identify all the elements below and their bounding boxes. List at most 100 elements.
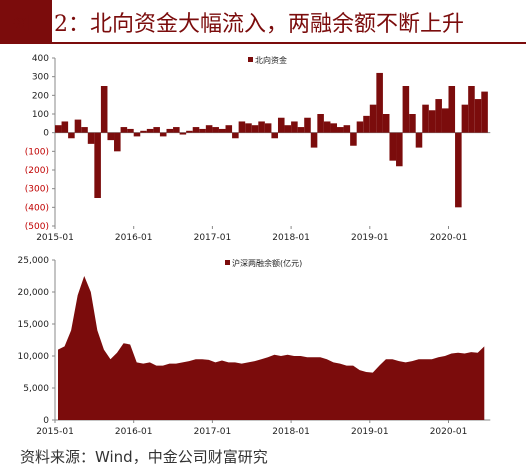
bar [74, 119, 82, 133]
bar [382, 114, 390, 133]
bar [205, 125, 213, 133]
y-tick-label: (200) [25, 166, 49, 176]
bar [317, 114, 324, 133]
header: 图 2：北向资金大幅流入，两融余额不断上升 [0, 0, 526, 44]
bar [140, 130, 147, 133]
bar [225, 125, 233, 133]
bar [232, 132, 239, 139]
header-tag [0, 0, 52, 42]
bar [68, 132, 75, 139]
bar [264, 123, 272, 133]
x-tick-label: 2017-01 [194, 427, 232, 437]
legend-label: 沪深两融余额(亿元) [232, 258, 302, 268]
y-tick-label: 400 [32, 54, 49, 64]
bar [107, 132, 115, 141]
bar [277, 117, 285, 133]
bar [133, 132, 141, 137]
bar [146, 128, 154, 133]
y-tick-label: 100 [32, 110, 49, 120]
x-tick-label: 2018-01 [272, 233, 310, 243]
bar [461, 104, 469, 133]
x-tick-label: 2019-01 [351, 427, 389, 437]
bar [356, 121, 364, 133]
legend-swatch [225, 260, 230, 265]
bar [55, 125, 62, 133]
bar [199, 128, 206, 133]
bar [120, 127, 128, 133]
bar [61, 121, 69, 133]
bar [402, 86, 410, 133]
bar [376, 72, 383, 133]
y-tick-label: 300 [32, 73, 49, 83]
bar [337, 127, 344, 133]
bar [186, 130, 193, 133]
y-tick-label: 20,000 [18, 288, 50, 298]
x-tick-label: 2018-01 [272, 427, 310, 437]
bar [343, 125, 351, 133]
bar [441, 108, 449, 133]
bar [297, 127, 305, 133]
bar [291, 121, 298, 133]
bar [212, 127, 219, 133]
legend-swatch [248, 57, 253, 62]
y-tick-label: 15,000 [18, 320, 50, 330]
bar [284, 125, 292, 133]
bar [179, 132, 187, 135]
y-tick-label: 5,000 [23, 384, 49, 394]
bar [396, 132, 403, 167]
bar [422, 104, 429, 133]
bar [127, 128, 134, 133]
figure-title: 图 2：北向资金大幅流入，两融余额不断上升 [10, 12, 464, 37]
bar [468, 86, 475, 133]
y-tick-label: (300) [25, 185, 49, 195]
x-tick-label: 2016-01 [115, 427, 153, 437]
y-tick-label: 25,000 [18, 256, 50, 266]
bar [435, 99, 442, 133]
bar [304, 117, 311, 133]
bar [448, 86, 456, 133]
bar [87, 132, 95, 144]
y-tick-label: 10,000 [18, 352, 50, 362]
bar [100, 86, 108, 133]
y-tick-label: (100) [25, 147, 49, 157]
bar [350, 132, 357, 146]
x-tick-label: 2020-01 [430, 427, 468, 437]
legend-label: 北向资金 [255, 55, 287, 65]
bar [363, 115, 370, 133]
bar [153, 127, 160, 133]
y-tick-label: (400) [25, 203, 49, 213]
x-tick-label: 2020-01 [430, 233, 468, 243]
bar [166, 128, 174, 133]
bar [173, 127, 180, 133]
x-tick-label: 2015-01 [36, 427, 74, 437]
bar [369, 104, 377, 133]
x-tick-label: 2015-01 [36, 233, 74, 243]
x-tick-label: 2017-01 [194, 233, 232, 243]
charts: (500) (400) (300) (200) (100) 0 100 200 300 400 20… [18, 54, 491, 437]
y-tick-label: 0 [43, 129, 49, 139]
bar [474, 99, 482, 133]
bar [271, 132, 278, 139]
bar [323, 121, 331, 133]
y-tick-label: (500) [25, 222, 49, 232]
bar [218, 128, 226, 133]
bar [94, 132, 101, 198]
bar [238, 121, 246, 133]
x-tick-label: 2016-01 [115, 233, 153, 243]
bar [258, 121, 265, 133]
area [58, 276, 485, 420]
x-tick-label: 2019-01 [351, 233, 389, 243]
bar [192, 127, 200, 133]
bar [159, 132, 167, 137]
bar [81, 127, 88, 133]
bar [428, 110, 436, 133]
bar [455, 132, 462, 208]
bar [330, 123, 338, 133]
bar [245, 123, 252, 133]
y-tick-label: 0 [43, 416, 49, 426]
y-tick-label: 200 [32, 91, 49, 101]
bar [114, 132, 121, 152]
bar [310, 132, 318, 148]
bar [481, 91, 488, 133]
